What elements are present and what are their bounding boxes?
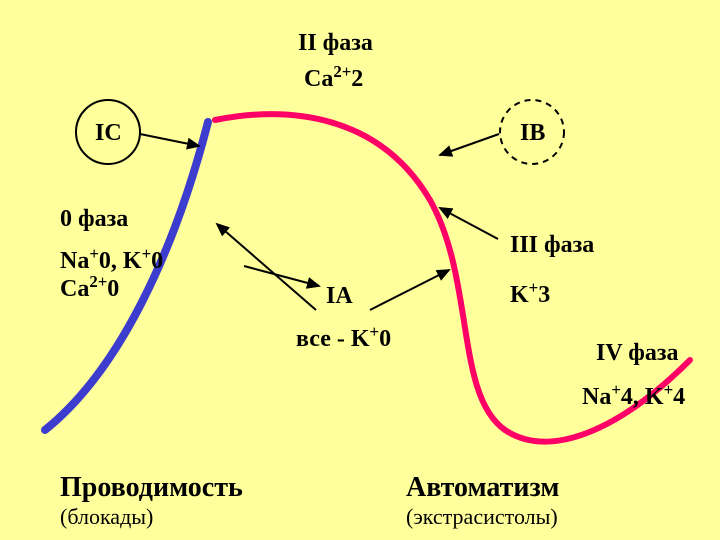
- pointer-arrow: [217, 224, 316, 310]
- phase-2-label: II фаза: [298, 30, 373, 57]
- ca-2plus-2-label: Са2+2: [304, 66, 363, 93]
- pointer-arrow: [370, 270, 449, 310]
- ib-label: IВ: [520, 120, 545, 147]
- ic-label: IС: [95, 120, 122, 147]
- phase-0-label: 0 фаза: [60, 206, 128, 233]
- ca-2plus-0-label: Са2+0: [60, 276, 119, 303]
- pointer-arrow: [140, 134, 199, 146]
- phase-3-label: III фаза: [510, 232, 594, 259]
- pointer-arrow: [440, 208, 498, 239]
- automatism-title: Автоматизм: [406, 472, 559, 504]
- na4-k4-label: Na+4, K+4: [582, 384, 685, 411]
- k3-label: K+3: [510, 282, 550, 309]
- vse-k0-label: все - K+0: [296, 326, 391, 353]
- extrasystoles-subtitle: (экстрасистолы): [406, 504, 558, 530]
- phase-4-label: IV фаза: [596, 340, 679, 367]
- conductivity-title: Проводимость: [60, 472, 243, 504]
- pointer-arrow: [244, 266, 319, 286]
- ia-label: IА: [326, 283, 353, 310]
- blockades-subtitle: (блокады): [60, 504, 153, 530]
- na0-k0-label: Na+0, K+0: [60, 248, 163, 275]
- pointer-arrow: [440, 134, 499, 155]
